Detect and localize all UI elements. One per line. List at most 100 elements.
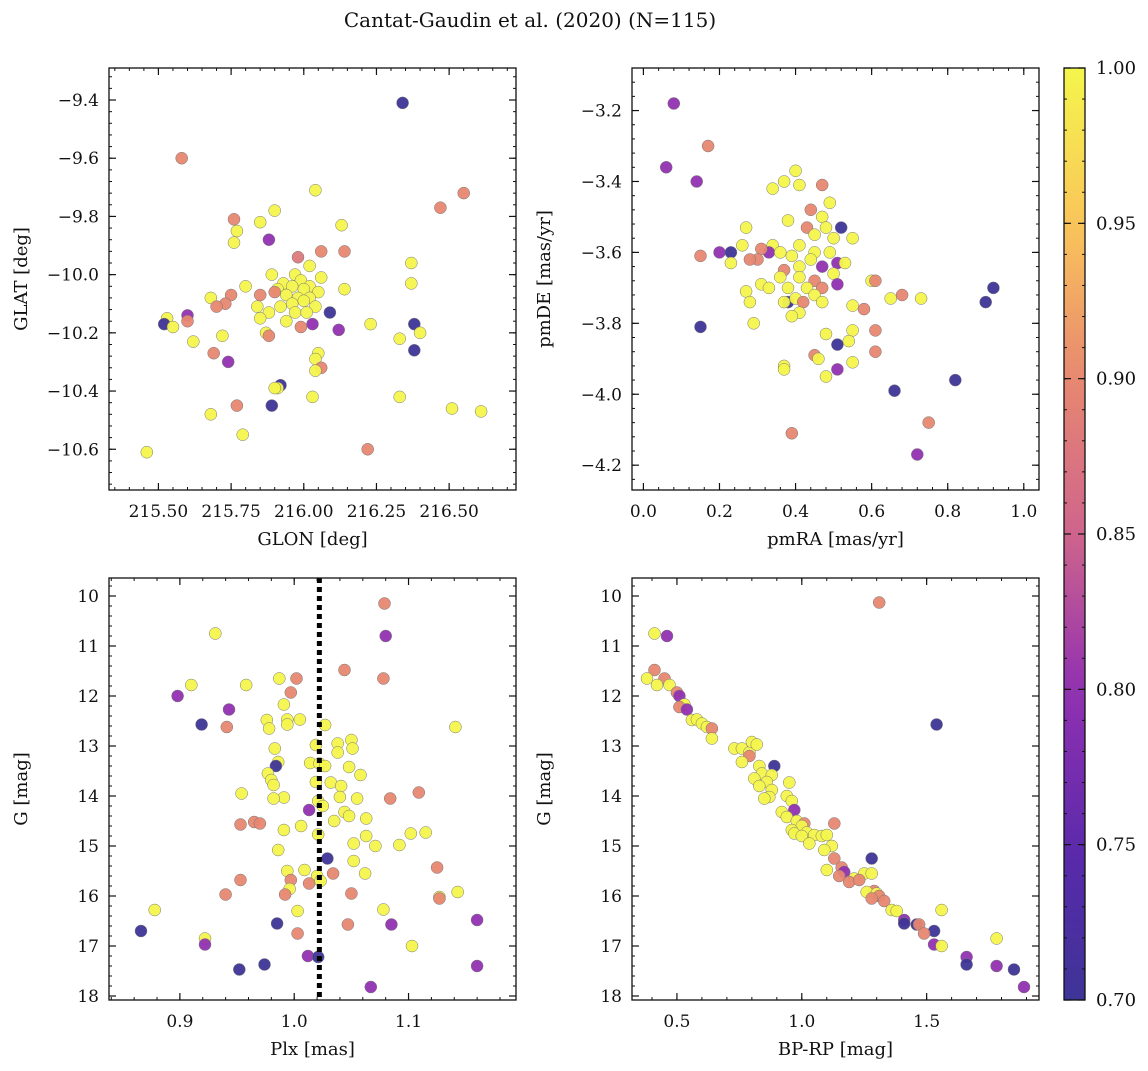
data-point (298, 863, 311, 877)
data-point (648, 663, 661, 677)
colorbar-tick-label: 0.75 (1096, 835, 1136, 856)
data-point (701, 139, 715, 153)
colorbar-tick-label: 0.95 (1096, 213, 1136, 234)
y-tick-label: 12 (77, 687, 99, 707)
data-point (694, 320, 707, 334)
data-point (793, 239, 806, 252)
y-tick-label: −10.2 (47, 324, 99, 344)
data-point (914, 292, 928, 305)
x-axis-label: pmRA [mas/yr] (767, 529, 904, 550)
x-tick-label: 1.0 (1010, 502, 1037, 522)
data-point (278, 888, 292, 901)
y-tick-label: −3.8 (581, 314, 622, 334)
data-point (758, 792, 771, 805)
data-point (300, 306, 313, 319)
data-point (828, 852, 841, 865)
data-point (393, 838, 406, 852)
data-point (803, 837, 816, 850)
data-point (852, 873, 866, 887)
data-point (222, 703, 236, 716)
data-point (346, 742, 359, 755)
data-point (175, 151, 188, 165)
data-point (766, 182, 779, 195)
data-point (650, 678, 664, 692)
data-point (865, 852, 878, 865)
data-point (393, 332, 406, 345)
data-point (227, 213, 241, 226)
data-point (785, 427, 799, 440)
data-point (819, 221, 833, 234)
data-point (413, 326, 427, 340)
data-point (755, 242, 768, 256)
data-point (987, 281, 1000, 295)
panel-pmra-pmde: 0.0 0.2 0.4 0.6 0.8 1.0 −3.2 −3.4 −3.6 −3.8 −4.0 −4… (534, 67, 1040, 550)
data-point (166, 320, 180, 334)
data-point (293, 713, 307, 726)
data-point (660, 629, 674, 643)
data-point (265, 268, 279, 281)
data-point (781, 214, 795, 227)
points-group (134, 597, 484, 994)
y-tick-label: 10 (600, 587, 622, 607)
data-point (430, 861, 444, 874)
data-point (823, 196, 837, 210)
data-point (294, 819, 308, 833)
data-point (433, 892, 446, 905)
data-point (785, 249, 799, 263)
data-point (408, 344, 421, 357)
data-point (739, 221, 753, 234)
y-tick-label: −4.2 (581, 456, 622, 476)
data-point (342, 809, 356, 823)
data-point (204, 408, 218, 421)
data-point (314, 271, 328, 284)
data-point (331, 746, 344, 759)
data-point (262, 329, 276, 343)
colorbar-tick-label: 0.85 (1096, 524, 1136, 545)
data-point (869, 324, 882, 337)
data-point (347, 837, 360, 850)
x-tick-label: 215.50 (129, 502, 188, 522)
data-point (181, 314, 194, 328)
data-point (207, 346, 220, 360)
data-point (470, 959, 484, 973)
y-axis-label: pmDE [mas/yr] (534, 210, 555, 348)
x-axis-label: GLON [deg] (257, 529, 367, 550)
data-point (148, 903, 161, 917)
data-point (187, 335, 200, 348)
x-axis-label: Plx [mas] (270, 1039, 355, 1060)
data-point (171, 689, 184, 703)
data-point (338, 663, 351, 677)
data-point (354, 768, 367, 782)
y-tick-label: 14 (77, 787, 99, 807)
y-tick-label: 10 (77, 587, 99, 607)
data-point (895, 288, 909, 302)
points-group (659, 97, 1000, 461)
y-tick-label: 18 (77, 987, 99, 1007)
data-point (309, 300, 322, 313)
y-tick-label: 11 (77, 637, 99, 657)
data-point (285, 280, 299, 293)
data-point (827, 231, 840, 245)
data-point (258, 958, 271, 971)
data-point (832, 869, 846, 883)
data-point (230, 399, 244, 412)
x-tick-label: 216.50 (419, 502, 478, 522)
data-point (922, 416, 935, 429)
data-point (227, 236, 241, 249)
x-tick-label: 1.0 (281, 1012, 308, 1032)
data-point (234, 873, 247, 887)
colorbar: 0.70 0.75 0.80 0.85 0.90 0.95 1.00 (1063, 58, 1136, 1011)
colorbar-tick-label: 0.90 (1096, 369, 1136, 390)
data-point (291, 904, 304, 918)
data-point (419, 826, 432, 839)
data-point (198, 938, 212, 951)
data-point (911, 448, 924, 461)
y-tick-label: 14 (600, 787, 622, 807)
data-point (815, 295, 829, 309)
data-point (335, 218, 348, 232)
data-point (239, 678, 253, 692)
data-point (209, 627, 222, 640)
data-point (667, 97, 681, 110)
data-point (268, 204, 281, 217)
